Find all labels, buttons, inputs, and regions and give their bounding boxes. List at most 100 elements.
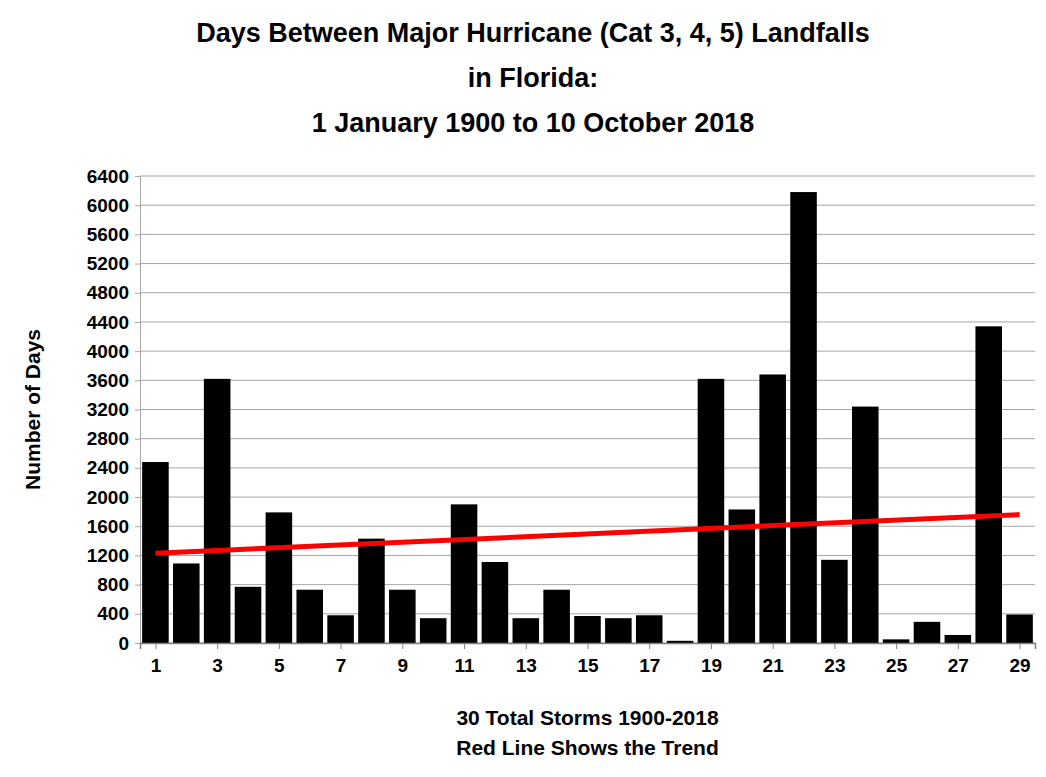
y-tick-label: 6000 (87, 195, 129, 216)
title-line: 1 January 1900 to 10 October 2018 (312, 108, 755, 138)
bar (420, 618, 447, 643)
x-tick-mark (711, 643, 712, 649)
x-tick-mark (402, 643, 403, 649)
x-tick-mark (464, 643, 465, 649)
bar (513, 618, 540, 643)
x-tick-label: 27 (948, 655, 969, 676)
x-tick-label: 11 (455, 655, 476, 676)
bar (574, 616, 601, 643)
x-tick: 25 (886, 643, 908, 676)
y-tick-label: 1200 (87, 545, 129, 566)
y-tick: 6000 (87, 195, 140, 216)
bar (451, 504, 478, 643)
y-tick-label: 0 (118, 633, 129, 654)
bar (636, 615, 663, 643)
bar (327, 615, 354, 643)
y-tick-label: 4400 (87, 312, 129, 333)
bar (605, 618, 632, 643)
chart: Days Between Major Hurricane (Cat 3, 4, … (0, 0, 1046, 777)
y-tick-mark (135, 585, 140, 586)
title-line: in Florida: (468, 63, 599, 93)
x-axis-title: 30 Total Storms 1900-2018 (456, 706, 719, 729)
y-tick: 3200 (87, 399, 140, 420)
bar (914, 622, 941, 643)
x-tick: 29 (1009, 643, 1030, 676)
grid-line (140, 176, 1035, 177)
x-tick-label: 17 (639, 655, 660, 676)
y-tick: 4800 (87, 282, 140, 303)
x-tick: 13 (516, 643, 537, 676)
x-tick: 19 (701, 643, 722, 676)
y-tick-mark (135, 264, 140, 265)
bar (482, 562, 509, 643)
x-tick-mark (588, 643, 589, 649)
x-tick-label: 13 (516, 655, 537, 676)
y-tick-label: 5200 (87, 253, 129, 274)
x-tick-label: 3 (212, 655, 223, 676)
x-tick-mark (526, 643, 527, 649)
y-tick-label: 2000 (87, 487, 129, 508)
x-tick: 17 (639, 643, 660, 676)
bar (358, 539, 385, 643)
y-tick: 2400 (87, 457, 140, 478)
x-tick-mark (217, 643, 218, 649)
x-tick: 15 (577, 643, 599, 676)
bar (945, 635, 972, 643)
bar (667, 641, 694, 643)
x-tick-mark (341, 643, 342, 649)
x-tick-label: 7 (336, 655, 347, 676)
x-tick-label: 15 (577, 655, 599, 676)
y-tick-label: 800 (97, 574, 129, 595)
y-tick: 3600 (87, 370, 140, 391)
bar (790, 192, 817, 643)
x-tick: 1 (151, 643, 162, 676)
x-axis-line (141, 644, 1036, 650)
grid-line (140, 438, 1035, 439)
y-axis: 0 400 800 1200 1600 2000 2400 2800 3200 3600 4000 4… (87, 166, 141, 654)
x-tick: 7 (336, 643, 347, 676)
y-tick-mark (135, 351, 140, 352)
y-tick-mark (135, 176, 140, 177)
bar (1006, 615, 1033, 643)
y-tick-label: 4800 (87, 282, 129, 303)
x-tick: 9 (398, 643, 409, 676)
x-tick-label: 23 (824, 655, 845, 676)
title: Days Between Major Hurricane (Cat 3, 4, … (196, 18, 870, 138)
y-tick-label: 2800 (87, 428, 129, 449)
x-tick: 5 (274, 643, 285, 676)
x-tick: 23 (824, 643, 845, 676)
y-tick: 2800 (87, 428, 140, 449)
grid-line (140, 409, 1035, 410)
y-tick: 400 (97, 603, 140, 624)
grid-line (140, 351, 1035, 352)
y-tick-mark (135, 497, 140, 498)
grid-line (140, 263, 1035, 264)
y-tick-mark (135, 322, 140, 323)
x-tick-label: 5 (274, 655, 285, 676)
y-tick-mark (135, 293, 140, 294)
x-axis-title: Red Line Shows the Trend (456, 736, 719, 759)
bar (698, 379, 725, 643)
y-tick: 5200 (87, 253, 140, 274)
grid-line (140, 380, 1035, 381)
grid-line (140, 292, 1035, 293)
x-tick-mark (279, 643, 280, 649)
y-tick-mark (135, 380, 140, 381)
plot-area (142, 192, 1033, 643)
x-tick: 21 (763, 643, 785, 676)
grid-line (140, 497, 1035, 498)
bar (883, 639, 910, 643)
y-axis-title: Number of Days (21, 329, 44, 490)
y-tick-label: 1600 (87, 516, 129, 537)
y-tick: 4000 (87, 341, 140, 362)
x-tick-mark (896, 643, 897, 649)
x-tick-label: 1 (151, 655, 162, 676)
bar (821, 560, 848, 643)
y-tick: 5600 (87, 224, 140, 245)
bar (852, 407, 879, 643)
y-tick-mark (135, 468, 140, 469)
x-tick-label: 19 (701, 655, 722, 676)
y-tick-label: 3200 (87, 399, 129, 420)
y-axis-line (135, 177, 141, 644)
x-tick-label: 21 (763, 655, 785, 676)
